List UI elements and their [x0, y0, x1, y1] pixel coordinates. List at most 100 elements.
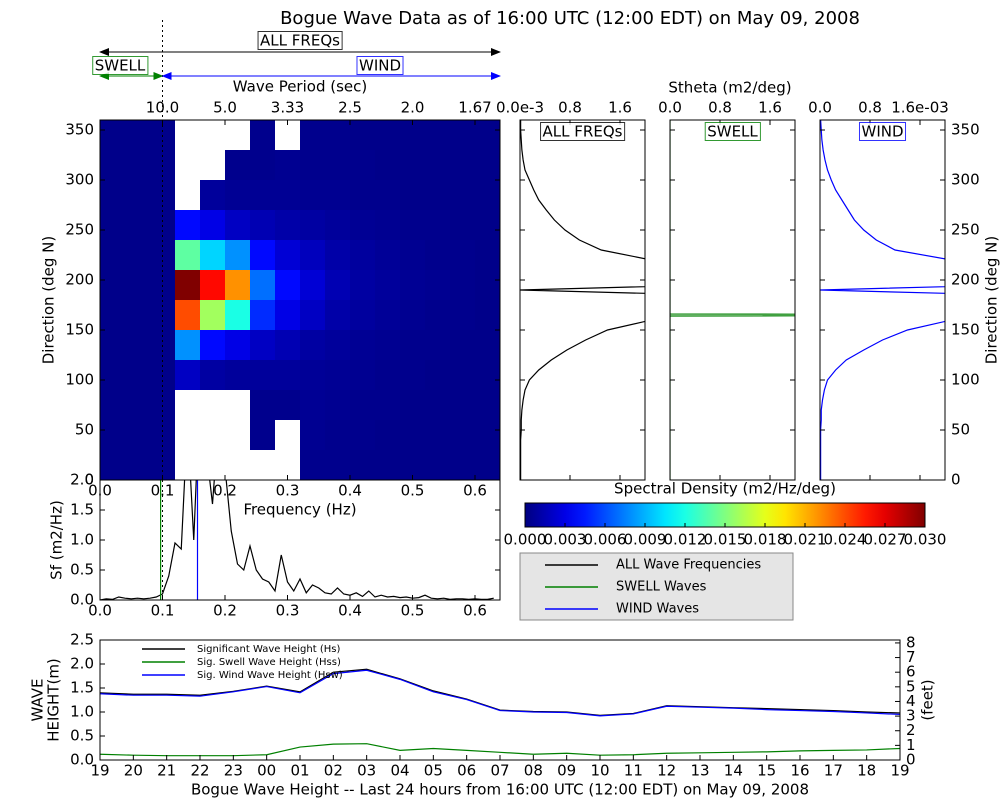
- heatmap-cell: [100, 120, 125, 150]
- heatmap-cell: [100, 270, 125, 300]
- heatmap-cell: [425, 360, 450, 390]
- heatmap-cell: [350, 390, 375, 420]
- heatmap-cell: [225, 180, 250, 210]
- heatmap-cell: [475, 390, 500, 420]
- heatmap-cell: [425, 240, 450, 270]
- heatmap-cell: [475, 240, 500, 270]
- x-tick-label: 0.0: [88, 602, 112, 620]
- colorbar-tick-label: 0.009: [624, 531, 667, 549]
- heatmap-cell: [425, 150, 450, 180]
- heatmap-cell: [275, 210, 300, 240]
- colorbar-tick-label: 0.021: [784, 531, 827, 549]
- top-tick-label: 10.0: [146, 99, 179, 117]
- x-tick-label: 0.2: [213, 602, 237, 620]
- y-tick-label: 0: [84, 471, 94, 489]
- heatmap-cell: [475, 450, 500, 480]
- panel-label-box: [704, 122, 761, 141]
- heatmap-cell: [325, 120, 350, 150]
- heatmap-cell: [250, 420, 275, 450]
- x-tick-label: 0.2: [213, 482, 237, 500]
- heatmap-cell: [450, 210, 475, 240]
- heatmap-cell: [300, 390, 325, 420]
- heatmap-cell: [450, 390, 475, 420]
- y-tick-label: 0.0: [70, 751, 94, 769]
- top-tick-label: 1.6e-03: [891, 99, 949, 117]
- heatmap-cell: [350, 180, 375, 210]
- heatmap-cell: [350, 360, 375, 390]
- heatmap-cell: [325, 180, 350, 210]
- heatmap-cell: [400, 240, 425, 270]
- heatmap-cell: [125, 450, 150, 480]
- y2-tick-label: 4: [906, 692, 916, 710]
- wind-range-label-box: [356, 56, 404, 75]
- y-tick-label: 2.0: [70, 655, 94, 673]
- heatmap-cell: [450, 270, 475, 300]
- x-tick-label: 10: [590, 762, 609, 780]
- x-tick-label: 19: [90, 762, 109, 780]
- x-tick-label: 0.5: [401, 602, 425, 620]
- y-tick-label: 100: [951, 371, 980, 389]
- top-axis-label: Wave Period (sec): [233, 78, 367, 96]
- heatmap-cell: [350, 120, 375, 150]
- heatmap-cell: [325, 450, 350, 480]
- y-tick-label: 0.0: [70, 591, 94, 609]
- heatmap-cell: [250, 390, 275, 420]
- heatmap-cell: [475, 210, 500, 240]
- y-tick-label: 0: [951, 471, 961, 489]
- heatmap-cell: [225, 240, 250, 270]
- y-tick-label: 0.5: [70, 727, 94, 745]
- all-range-label: ALL FREQs: [260, 32, 340, 50]
- y-tick-label: 100: [65, 371, 94, 389]
- heatmap-cell: [200, 330, 225, 360]
- heatmap-cell: [400, 360, 425, 390]
- heatmap-cell: [300, 420, 325, 450]
- heatmap-cell: [375, 150, 400, 180]
- colorbar-title: Spectral Density (m2/Hz/deg): [614, 480, 836, 498]
- x-tick-label: 11: [624, 762, 643, 780]
- heatmap-cell: [425, 120, 450, 150]
- heatmap-cell: [325, 360, 350, 390]
- x-tick-label: 09: [557, 762, 576, 780]
- y2-axis-label: (feet): [919, 679, 937, 720]
- heatmap-cell: [300, 180, 325, 210]
- heatmap-cell: [225, 360, 250, 390]
- heatmap-cell: [475, 330, 500, 360]
- top-tick-label: 0.0: [808, 99, 832, 117]
- top-tick-label: 0.8: [558, 99, 582, 117]
- figure-title: Bogue Wave Data as of 16:00 UTC (12:00 E…: [280, 8, 860, 29]
- x-tick-label: 02: [324, 762, 343, 780]
- heatmap-cell: [275, 360, 300, 390]
- x-tick-label: 12: [657, 762, 676, 780]
- y-tick-label: 250: [951, 221, 980, 239]
- top-tick-label: 1.67: [458, 99, 491, 117]
- heatmap-cell: [450, 360, 475, 390]
- x-tick-label: 23: [224, 762, 243, 780]
- heatmap-cell: [350, 300, 375, 330]
- heatmap-cell: [125, 210, 150, 240]
- y-axis-label: Direction (deg N): [40, 236, 58, 365]
- heatmap-cell: [450, 300, 475, 330]
- y-axis-label: Direction (deg N): [983, 236, 1000, 365]
- heatmap-cell: [350, 210, 375, 240]
- heatmap-cell: [125, 360, 150, 390]
- heatmap-cell: [400, 330, 425, 360]
- x-tick-label: 21: [157, 762, 176, 780]
- x-tick-label: 0.1: [151, 602, 175, 620]
- axes-frame: [519, 119, 646, 481]
- x-tick-label: 16: [790, 762, 809, 780]
- y-tick-label: 1.0: [70, 703, 94, 721]
- heatmap-cell: [175, 270, 200, 300]
- heatmap-cell: [375, 360, 400, 390]
- heatmap-cell: [450, 420, 475, 450]
- heatmap-cell: [325, 330, 350, 360]
- heatmap-cell: [475, 420, 500, 450]
- heatmap-cell: [450, 120, 475, 150]
- heatmap-cell: [100, 210, 125, 240]
- heatmap-cell: [200, 240, 225, 270]
- heatmap-cell: [400, 390, 425, 420]
- heatmap-cell: [275, 330, 300, 360]
- heatmap-cell: [225, 270, 250, 300]
- y-tick-label: 150: [951, 321, 980, 339]
- heatmap-cell: [325, 210, 350, 240]
- heatmap-cell: [425, 300, 450, 330]
